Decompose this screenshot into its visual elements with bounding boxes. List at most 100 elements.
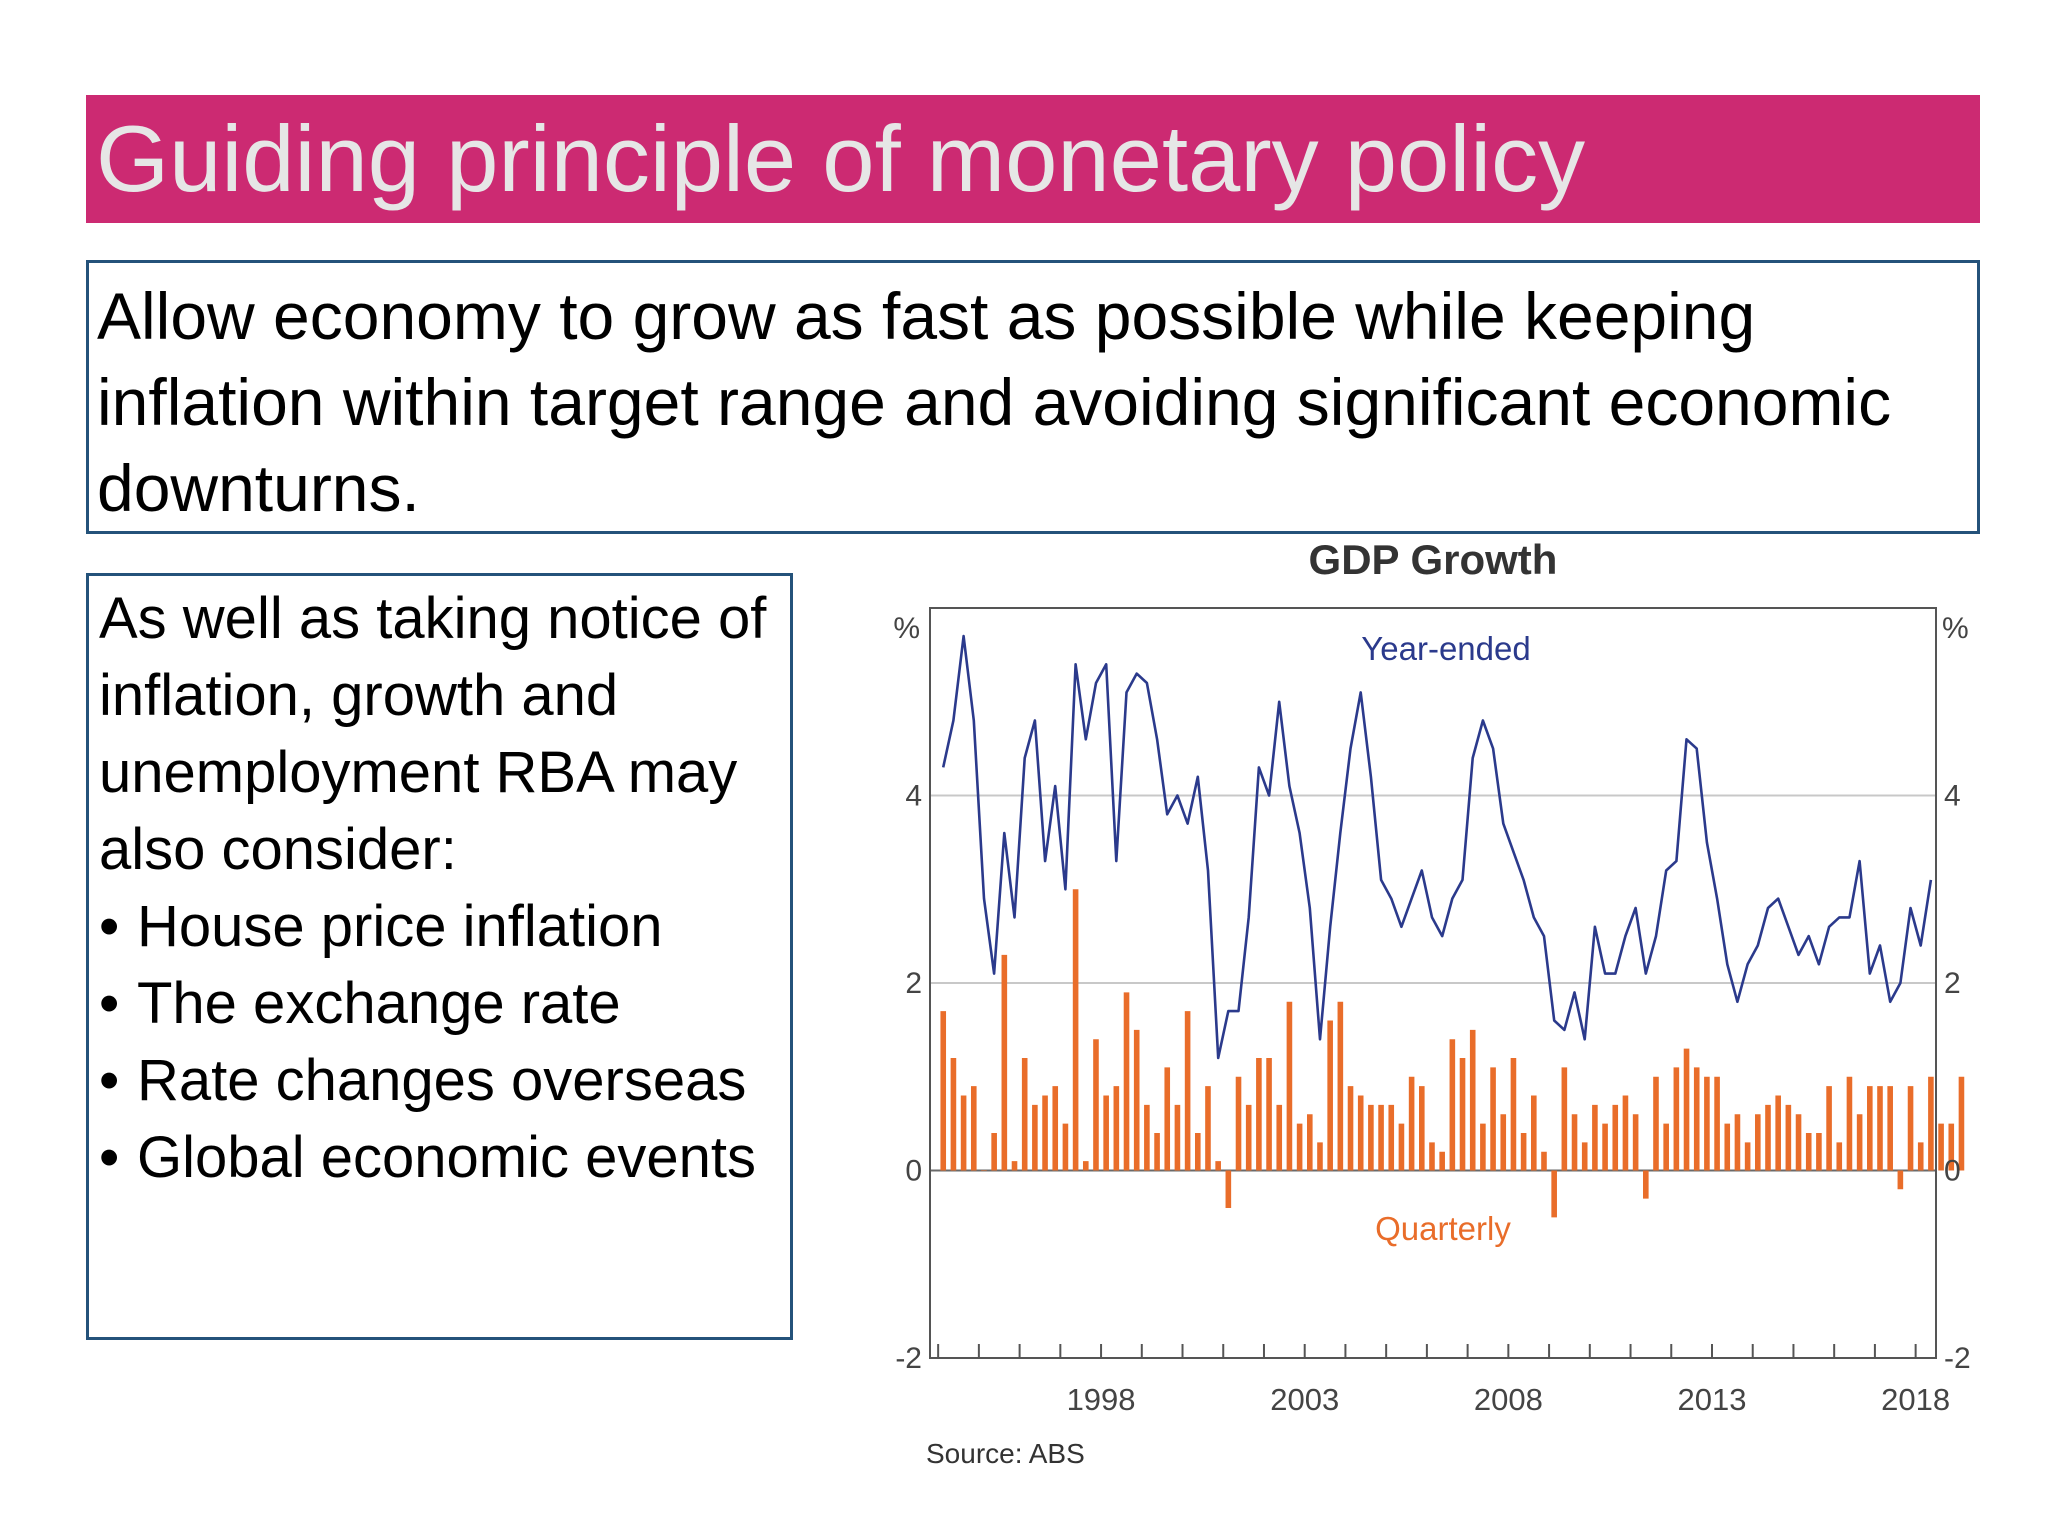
- y-tick-label-right: 4: [1944, 780, 1961, 813]
- quarterly-bar: [1245, 1104, 1252, 1171]
- quarterly-bar: [1643, 1170, 1649, 1199]
- quarterly-bar: [1449, 1039, 1456, 1171]
- axis-ticks: [937, 1344, 1917, 1358]
- y-tick-label-right: 2: [1944, 967, 1961, 1000]
- quarterly-bar: [1347, 1086, 1354, 1171]
- quarterly-bar: [1683, 1048, 1690, 1171]
- quarterly-bar: [1194, 1133, 1201, 1171]
- slide-title: Guiding principle of monetary policy: [96, 106, 1586, 211]
- y-tick-label-left: 2: [905, 967, 922, 1000]
- quarterly-bar: [1887, 1086, 1893, 1171]
- quarterly-bar: [1133, 1029, 1140, 1171]
- chart-title: GDP Growth: [1309, 540, 1558, 583]
- chart-labels: -2 -2 0 0 2 2 4 4 1998 2003 2008 2013 2018 GDP Growth…: [893, 540, 1970, 1469]
- quarterly-bar: [1856, 1114, 1863, 1171]
- list-item: • House price inflation: [99, 888, 782, 965]
- quarterly-bar: [1765, 1104, 1771, 1171]
- quarterly-bar: [1948, 1123, 1955, 1171]
- year-ended-line: [941, 634, 1933, 1060]
- quarterly-bar: [1052, 1086, 1059, 1171]
- quarterly-bar: [1897, 1170, 1904, 1190]
- principle-text: Allow economy to grow as fast as possibl…: [97, 279, 1892, 525]
- quarterly-bar: [1561, 1067, 1568, 1171]
- quarterly-bar: [1531, 1095, 1537, 1171]
- y-tick-label-right: -2: [1944, 1342, 1971, 1375]
- quarterly-bar: [1317, 1142, 1323, 1171]
- quarterly-bar: [1439, 1151, 1445, 1171]
- quarterly-bar: [1490, 1067, 1496, 1171]
- quarterly-bar: [1205, 1086, 1211, 1171]
- quarterly-bar: [1418, 1086, 1425, 1171]
- quarterly-bar: [1032, 1104, 1038, 1171]
- quarterly-bar: [1144, 1104, 1150, 1171]
- quarterly-bar: [1795, 1114, 1802, 1171]
- y-unit-right: %: [1942, 612, 1969, 645]
- quarterly-bar: [1286, 1001, 1293, 1171]
- series-label-year-ended: Year-ended: [1361, 630, 1530, 667]
- bullet-icon: •: [99, 971, 120, 1036]
- chart-source: Source: ABS: [926, 1438, 1085, 1469]
- y-tick-label-right: 0: [1944, 1155, 1961, 1188]
- quarterly-bar: [1225, 1170, 1232, 1208]
- quarterly-bar: [1062, 1123, 1069, 1171]
- plot-frame: [929, 607, 1937, 1359]
- list-item: • The exchange rate: [99, 965, 782, 1042]
- quarterly-bar: [1480, 1123, 1486, 1171]
- quarterly-bar: [1459, 1058, 1466, 1171]
- quarterly-bar: [1276, 1104, 1283, 1171]
- quarterly-bars: [940, 889, 1965, 1218]
- quarterly-bar: [1398, 1123, 1405, 1171]
- quarterly-bar: [960, 1095, 967, 1171]
- quarterly-bar: [1235, 1076, 1242, 1171]
- quarterly-bar: [1072, 889, 1079, 1171]
- quarterly-bar: [1755, 1114, 1761, 1171]
- quarterly-bar: [1256, 1058, 1262, 1171]
- quarterly-bar: [1877, 1086, 1883, 1171]
- quarterly-bar: [1541, 1151, 1547, 1171]
- gdp-growth-chart: -2 -2 0 0 2 2 4 4 1998 2003 2008 2013 2018 GDP Growth…: [893, 540, 1970, 1469]
- series-label-quarterly: Quarterly: [1375, 1210, 1511, 1247]
- quarterly-bar: [1744, 1142, 1751, 1171]
- quarterly-bar: [1826, 1086, 1832, 1171]
- principle-box: Allow economy to grow as fast as possibl…: [86, 260, 1980, 534]
- quarterly-bar: [1836, 1142, 1843, 1171]
- list-item: • Global economic events: [99, 1119, 782, 1196]
- quarterly-bar: [1785, 1104, 1792, 1171]
- quarterly-bar: [1917, 1142, 1924, 1171]
- quarterly-bar: [1938, 1123, 1944, 1171]
- quarterly-bar: [1123, 992, 1130, 1171]
- quarterly-bar: [1602, 1123, 1608, 1171]
- quarterly-bar: [1928, 1076, 1934, 1171]
- y-tick-label-left: -2: [895, 1342, 922, 1375]
- quarterly-bar: [1805, 1133, 1812, 1171]
- quarterly-bar: [1612, 1104, 1619, 1171]
- quarterly-bar: [950, 1058, 957, 1171]
- quarterly-bar: [1632, 1114, 1639, 1171]
- quarterly-bar: [1042, 1095, 1048, 1171]
- y-tick-label-left: 4: [905, 780, 922, 813]
- consider-list: • House price inflation • The exchange rat…: [99, 888, 782, 1196]
- quarterly-bar: [1103, 1095, 1109, 1171]
- quarterly-bar: [1673, 1067, 1680, 1171]
- quarterly-bar: [1846, 1076, 1853, 1171]
- list-item-text: Rate changes overseas: [137, 1048, 747, 1113]
- quarterly-bar: [1429, 1142, 1435, 1171]
- quarterly-bar: [1357, 1095, 1364, 1171]
- quarterly-bar: [1500, 1114, 1507, 1171]
- quarterly-bar: [1378, 1104, 1384, 1171]
- quarterly-bar: [1388, 1104, 1395, 1171]
- list-item: • Rate changes overseas: [99, 1042, 782, 1119]
- quarterly-bar: [1775, 1095, 1781, 1171]
- quarterly-bar: [1551, 1170, 1557, 1218]
- consider-intro: As well as taking notice of inflation, g…: [99, 586, 767, 882]
- quarterly-bar: [1704, 1076, 1710, 1171]
- quarterly-bar: [1663, 1123, 1669, 1171]
- quarterly-bar: [1867, 1086, 1873, 1171]
- quarterly-bar: [1082, 1161, 1089, 1171]
- quarterly-bar: [940, 1011, 947, 1171]
- quarterly-bar: [1907, 1086, 1914, 1171]
- quarterly-bar: [1520, 1133, 1527, 1171]
- quarterly-bar: [1164, 1067, 1171, 1171]
- quarterly-bar: [1958, 1076, 1965, 1171]
- quarterly-bar: [1724, 1123, 1731, 1171]
